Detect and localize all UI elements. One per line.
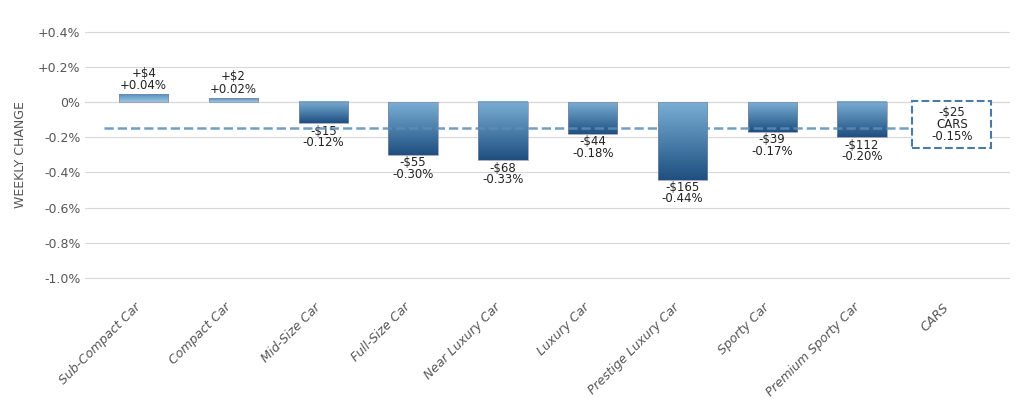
Text: +0.04%: +0.04% [120,79,167,92]
Text: -$44: -$44 [580,135,606,148]
FancyBboxPatch shape [912,101,991,148]
Text: -$68: -$68 [489,161,516,175]
Y-axis label: WEEKLY CHANGE: WEEKLY CHANGE [14,102,27,208]
Bar [209,98,258,102]
Text: -0.17%: -0.17% [752,145,793,158]
Text: -$112: -$112 [845,139,880,152]
Bar [838,102,887,137]
Text: CARS: CARS [936,118,968,131]
Bar [927,102,977,128]
Text: +$4: +$4 [131,67,156,80]
Text: -0.20%: -0.20% [842,150,883,163]
Text: -$15: -$15 [310,125,337,138]
Text: -0.18%: -0.18% [571,147,613,159]
Text: -$55: -$55 [399,156,426,169]
Text: -0.44%: -0.44% [662,192,703,205]
Bar [299,102,348,123]
Text: +0.02%: +0.02% [210,83,257,96]
Text: -0.12%: -0.12% [302,136,344,149]
Text: +$2: +$2 [221,71,246,83]
Text: -0.30%: -0.30% [392,168,434,181]
Text: -0.33%: -0.33% [482,173,523,186]
Text: -$39: -$39 [759,133,785,146]
Bar [657,102,708,180]
Bar [748,102,797,132]
Bar [478,102,527,160]
Bar [388,102,437,155]
Text: -$165: -$165 [666,181,699,194]
Text: -0.15%: -0.15% [931,130,973,143]
Bar [568,102,617,134]
Bar [119,95,168,102]
Text: -$25: -$25 [938,106,966,119]
